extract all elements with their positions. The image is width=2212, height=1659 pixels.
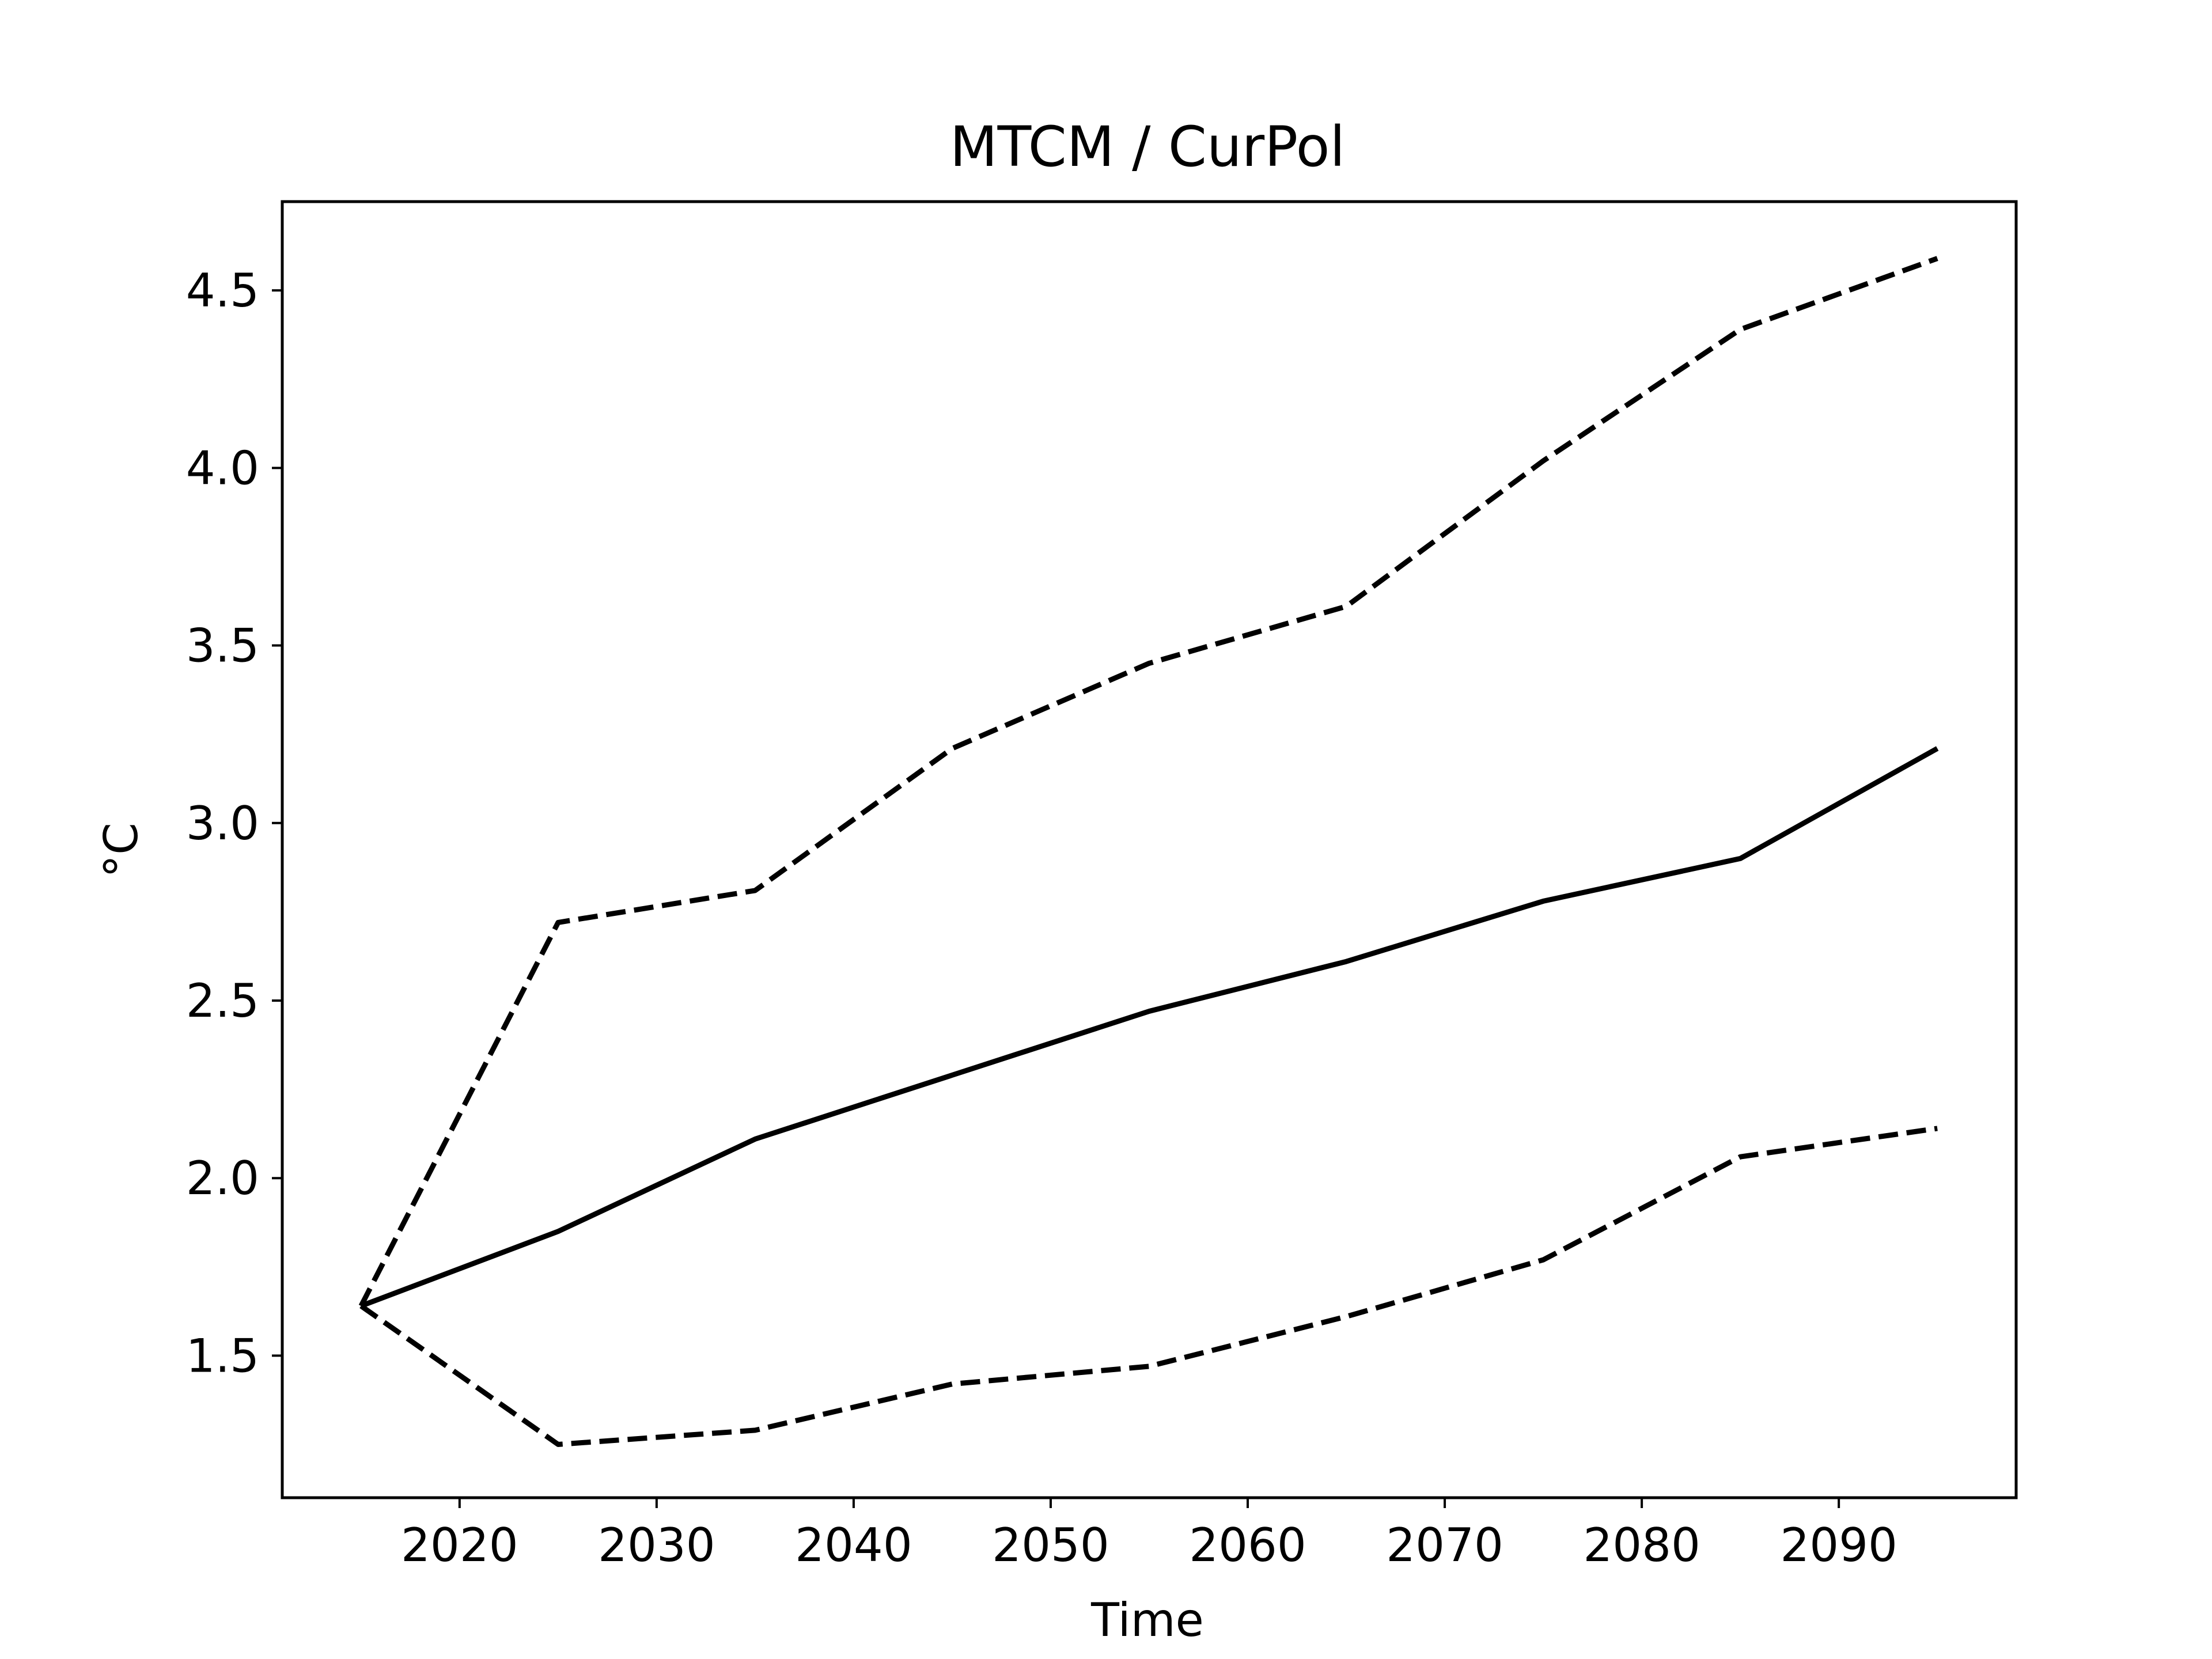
x-tick-label: 2020 <box>401 1518 518 1572</box>
x-tick-label: 2060 <box>1189 1518 1306 1572</box>
plot-frame <box>281 200 2018 1499</box>
series-line-3 <box>359 1126 1938 1447</box>
y-tick-label: 3.0 <box>186 797 259 850</box>
y-axis-label: °C <box>94 823 148 878</box>
x-tick-label: 2090 <box>1780 1518 1897 1572</box>
series-line-1 <box>360 746 1939 1309</box>
chart-title: MTCM / CurPol <box>950 115 1345 179</box>
x-tick-label: 2070 <box>1386 1518 1503 1572</box>
plot-area <box>358 256 1939 1447</box>
y-tick-label: 1.5 <box>186 1329 259 1382</box>
y-tick-label: 3.5 <box>186 619 259 673</box>
x-axis-label: Time <box>1090 1593 1204 1647</box>
y-tick-label: 4.5 <box>186 264 259 317</box>
y-tick-label: 4.0 <box>186 441 259 495</box>
x-tick-label: 2080 <box>1583 1518 1700 1572</box>
x-tick-label: 2040 <box>795 1518 912 1572</box>
x-tick-label: 2030 <box>598 1518 715 1572</box>
series-line-2 <box>358 256 1938 1308</box>
x-tick-label: 2050 <box>992 1518 1109 1572</box>
y-tick-label: 2.0 <box>186 1152 259 1205</box>
y-tick-label: 2.5 <box>186 974 259 1028</box>
axes: 2020 2030 2040 2050 2060 2070 2080 2090 1.5 2.0 2.… <box>186 200 2018 1572</box>
